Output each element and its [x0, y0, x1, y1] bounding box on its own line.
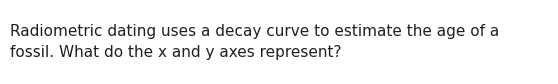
Text: Radiometric dating uses a decay curve to estimate the age of a
fossil. What do t: Radiometric dating uses a decay curve to…: [10, 24, 499, 60]
